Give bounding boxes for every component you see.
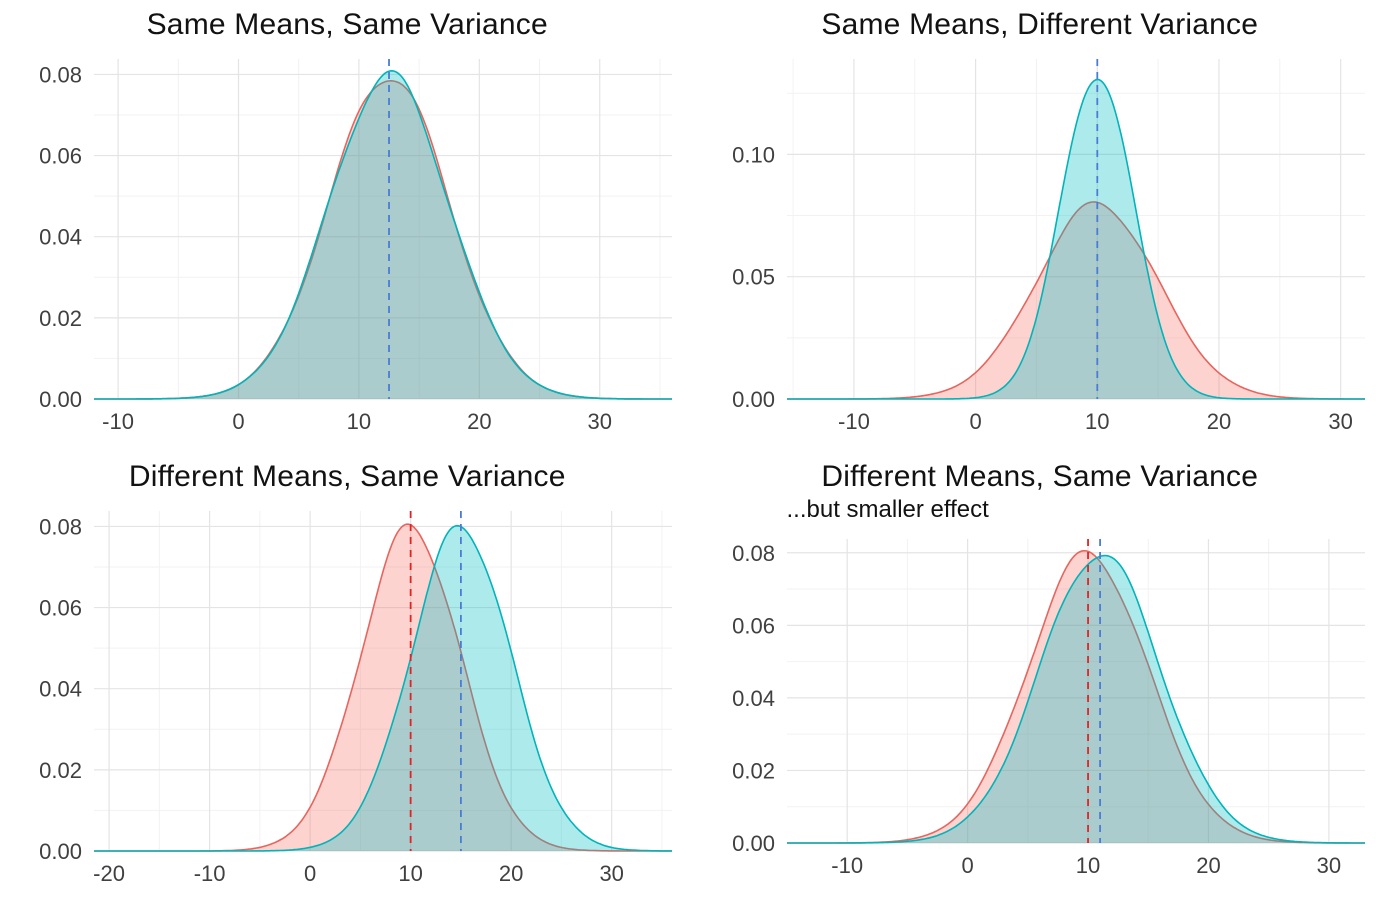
x-tick-label: 30 — [1316, 853, 1340, 878]
x-tick-label: 10 — [1075, 853, 1099, 878]
x-tick-label: 10 — [398, 861, 422, 886]
x-tick-label: 30 — [599, 861, 623, 886]
y-tick-label: 0.02 — [39, 305, 82, 330]
x-tick-label: -10 — [838, 409, 870, 434]
y-tick-label: 0.05 — [732, 264, 775, 289]
y-tick-label: 0.00 — [732, 387, 775, 412]
y-tick-label: 0.06 — [39, 595, 82, 620]
x-tick-label: 10 — [347, 409, 371, 434]
x-tick-label: 30 — [1328, 409, 1352, 434]
x-tick-label: 20 — [1206, 409, 1230, 434]
x-tick-label: 20 — [499, 861, 523, 886]
panel-same-means-different-variance: Same Means, Different Variance -10 0 10 20 3… — [693, 0, 1385, 452]
y-tick-label: 0.08 — [39, 514, 82, 539]
panel-different-means-smaller-effect: Different Means, Same Variance ...but sm… — [693, 452, 1385, 904]
panel-title: Different Means, Same Variance — [128, 460, 566, 493]
x-tick-label: -20 — [93, 861, 125, 886]
y-tick-label: 0.02 — [39, 757, 82, 782]
x-tick-label: 10 — [1085, 409, 1109, 434]
panel-title: Different Means, Same Variance — [821, 460, 1259, 493]
y-tick-label: 0.08 — [732, 541, 775, 566]
panel-different-means-same-variance: Different Means, Same Variance -20 -10 0 10… — [0, 452, 693, 904]
x-tick-label: 0 — [304, 861, 316, 886]
y-tick-label: 0.04 — [39, 676, 82, 701]
x-tick-label: -10 — [102, 409, 134, 434]
x-tick-label: 20 — [1196, 853, 1220, 878]
y-tick-label: 0.02 — [732, 758, 775, 783]
x-tick-label: 0 — [961, 853, 973, 878]
x-tick-label: -10 — [831, 853, 863, 878]
x-tick-label: -10 — [194, 861, 226, 886]
panel-title: Same Means, Different Variance — [821, 8, 1259, 41]
y-tick-label: 0.00 — [732, 831, 775, 856]
density-plot: -10 0 10 20 30 0.00 0.02 0.04 0.06 0.08 — [732, 538, 1365, 878]
density-plot: -20 -10 0 10 20 30 0.00 0.02 0.04 0.06 0.08 — [39, 510, 673, 886]
y-tick-label: 0.00 — [39, 387, 82, 412]
y-tick-label: 0.06 — [39, 143, 82, 168]
panel-same-means-same-variance: Same Means, Same Variance -10 0 10 20 30 0.00… — [0, 0, 693, 452]
density-plot: -10 0 10 20 30 0.00 0.05 0.10 — [732, 58, 1365, 434]
x-tick-label: 20 — [467, 409, 491, 434]
y-tick-label: 0.08 — [39, 62, 82, 87]
x-tick-label: 30 — [588, 409, 612, 434]
y-tick-label: 0.10 — [732, 142, 775, 167]
x-tick-label: 0 — [232, 409, 244, 434]
x-tick-label: 0 — [969, 409, 981, 434]
panel-subtitle: ...but smaller effect — [786, 495, 989, 523]
y-tick-label: 0.00 — [39, 839, 82, 864]
panel-title: Same Means, Same Variance — [146, 8, 548, 41]
density-plot: -10 0 10 20 30 0.00 0.02 0.04 0.06 0.08 — [39, 58, 672, 434]
y-tick-label: 0.06 — [732, 613, 775, 638]
y-tick-label: 0.04 — [732, 686, 775, 711]
y-tick-label: 0.04 — [39, 224, 82, 249]
